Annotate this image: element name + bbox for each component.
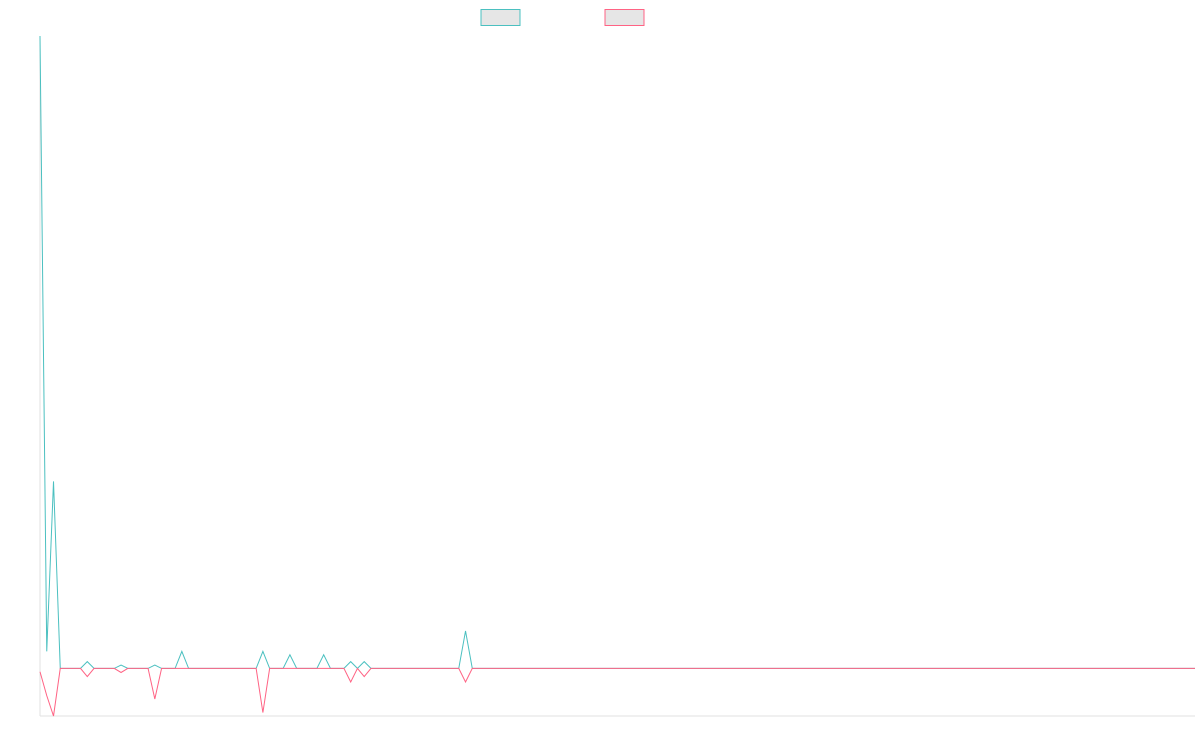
series-line-2 bbox=[39, 667, 1195, 717]
series-layer bbox=[39, 35, 1195, 717]
legend[interactable] bbox=[480, 9, 645, 26]
axes bbox=[39, 36, 1195, 717]
series-line-1 bbox=[39, 35, 1195, 670]
legend-swatch-1[interactable] bbox=[480, 9, 521, 26]
legend-swatch-2[interactable] bbox=[604, 9, 645, 26]
